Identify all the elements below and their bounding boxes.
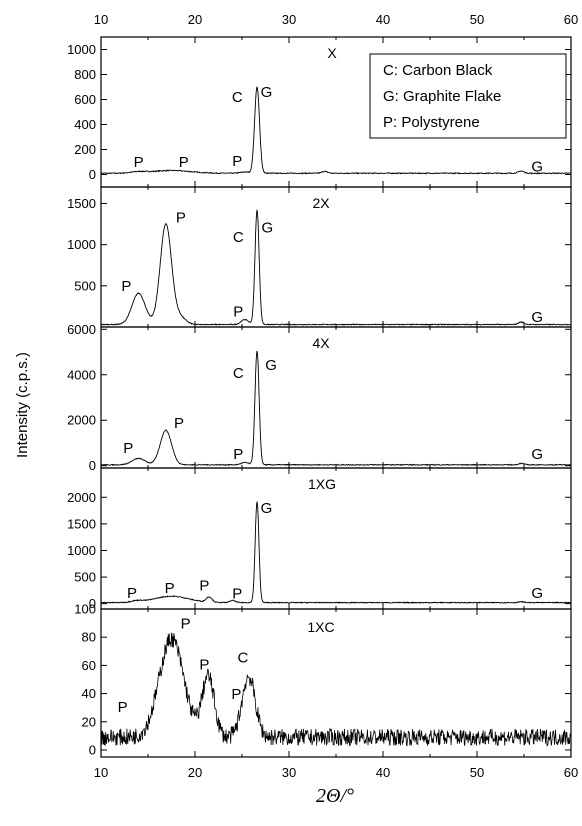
- panel-4x: 0 2000 4000 6000 4X P P P C G G: [67, 322, 572, 473]
- peak-label-p: P: [127, 585, 137, 602]
- panel-frame: [100, 326, 572, 469]
- x-tick-label-top: 10: [94, 12, 108, 27]
- panel-1xc: 0 20 40 60 80 100 1XC P P P P C: [74, 602, 572, 758]
- y-axis-label: Intensity (c.p.s.): [14, 352, 31, 458]
- y-tick-label: 6000: [67, 322, 96, 337]
- x-tick-label: 50: [470, 765, 484, 780]
- peak-label-p: P: [118, 699, 128, 716]
- peak-label-p: P: [121, 278, 131, 295]
- x-tick-label-top: 30: [282, 12, 296, 27]
- peak-label-p: P: [199, 577, 209, 594]
- peak-label-p: P: [232, 153, 242, 170]
- peak-label-g: G: [261, 84, 273, 101]
- peak-label-g: G: [531, 309, 543, 326]
- chart-legend: C: Carbon Black G: Graphite Flake P: Pol…: [369, 53, 567, 139]
- peak-label-g: G: [261, 500, 273, 517]
- peak-label-g: G: [262, 219, 274, 236]
- legend-entry-carbon-black: C: Carbon Black: [383, 62, 493, 79]
- spectrum-line-2x: [101, 209, 571, 326]
- y-tick-label: 2000: [67, 413, 96, 428]
- y-tick-label: 500: [74, 278, 96, 293]
- x-tick-label-top: 20: [188, 12, 202, 27]
- y-tick-label: 1000: [67, 237, 96, 252]
- peak-label-p: P: [199, 657, 209, 674]
- panel-frame: [100, 186, 572, 328]
- spectrum-line-1xc: [101, 632, 571, 747]
- y-tick-label: 0: [89, 742, 96, 757]
- panel-label-4x: 4X: [312, 335, 330, 351]
- peak-label-g: G: [531, 158, 543, 175]
- y-tick-label: 20: [82, 714, 96, 729]
- peak-label-c: C: [233, 365, 244, 382]
- y-tick-label: 0: [89, 458, 96, 473]
- y-tick-label: 1000: [67, 42, 96, 57]
- y-tick-label: 0: [89, 167, 96, 182]
- peak-label-p: P: [232, 585, 242, 602]
- peak-label-c: C: [232, 89, 243, 106]
- peak-label-p: P: [174, 415, 184, 432]
- panel-label-1xg: 1XG: [308, 476, 336, 492]
- panel-label-2x: 2X: [312, 195, 330, 211]
- x-axis-label: 2Θ/°: [316, 785, 354, 807]
- x-tick-label: 40: [376, 765, 390, 780]
- y-tick-label: 1500: [67, 196, 96, 211]
- peak-label-p: P: [176, 209, 186, 226]
- y-tick-label: 80: [82, 630, 96, 645]
- panel-label-x: X: [327, 45, 337, 61]
- peak-label-p: P: [231, 686, 241, 703]
- y-tick-label: 0: [89, 596, 96, 611]
- peak-label-p: P: [181, 616, 191, 633]
- peak-label-p: P: [123, 440, 133, 457]
- x-tick-label: 30: [282, 765, 296, 780]
- peak-label-c: C: [238, 650, 249, 667]
- x-tick-label-top: 50: [470, 12, 484, 27]
- y-tick-label: 1500: [67, 516, 96, 531]
- peak-label-g: G: [531, 446, 543, 463]
- y-tick-label: 800: [74, 67, 96, 82]
- legend-entry-polystyrene: P: Polystyrene: [383, 114, 480, 131]
- x-tick-label-top: 60: [564, 12, 578, 27]
- x-tick-label: 20: [188, 765, 202, 780]
- y-tick-label: 400: [74, 117, 96, 132]
- peak-label-g: G: [265, 357, 277, 374]
- spectrum-line-x: [101, 86, 571, 175]
- panel-2x: 500 1000 1500 2X P P P C G G: [67, 186, 572, 328]
- panel-label-1xc: 1XC: [307, 619, 334, 635]
- legend-box: [369, 53, 567, 139]
- y-tick-label: 100: [74, 602, 96, 617]
- y-tick-label: 200: [74, 142, 96, 157]
- x-tick-label: 10: [94, 765, 108, 780]
- y-tick-label: 60: [82, 658, 96, 673]
- x-tick-label-top: 40: [376, 12, 390, 27]
- y-tick-label: 600: [74, 92, 96, 107]
- legend-entry-graphite-flake: G: Graphite Flake: [383, 88, 501, 105]
- y-tick-label: 2000: [67, 490, 96, 505]
- peak-label-g: G: [531, 585, 543, 602]
- peak-label-p: P: [233, 303, 243, 320]
- peak-label-p: P: [134, 154, 144, 171]
- y-tick-label: 500: [74, 570, 96, 585]
- peak-label-p: P: [179, 154, 189, 171]
- spectrum-line-4x: [101, 350, 571, 467]
- spectrum-line-1xg: [101, 501, 571, 604]
- y-tick-label: 1000: [67, 543, 96, 558]
- panel-1xg: 0 500 1000 1500 2000 1XG P P P P G G: [67, 467, 572, 611]
- y-tick-label: 4000: [67, 367, 96, 382]
- x-tick-label: 60: [564, 765, 578, 780]
- peak-label-p: P: [233, 446, 243, 463]
- y-tick-label: 40: [82, 686, 96, 701]
- peak-label-c: C: [233, 229, 244, 246]
- peak-label-p: P: [165, 580, 175, 597]
